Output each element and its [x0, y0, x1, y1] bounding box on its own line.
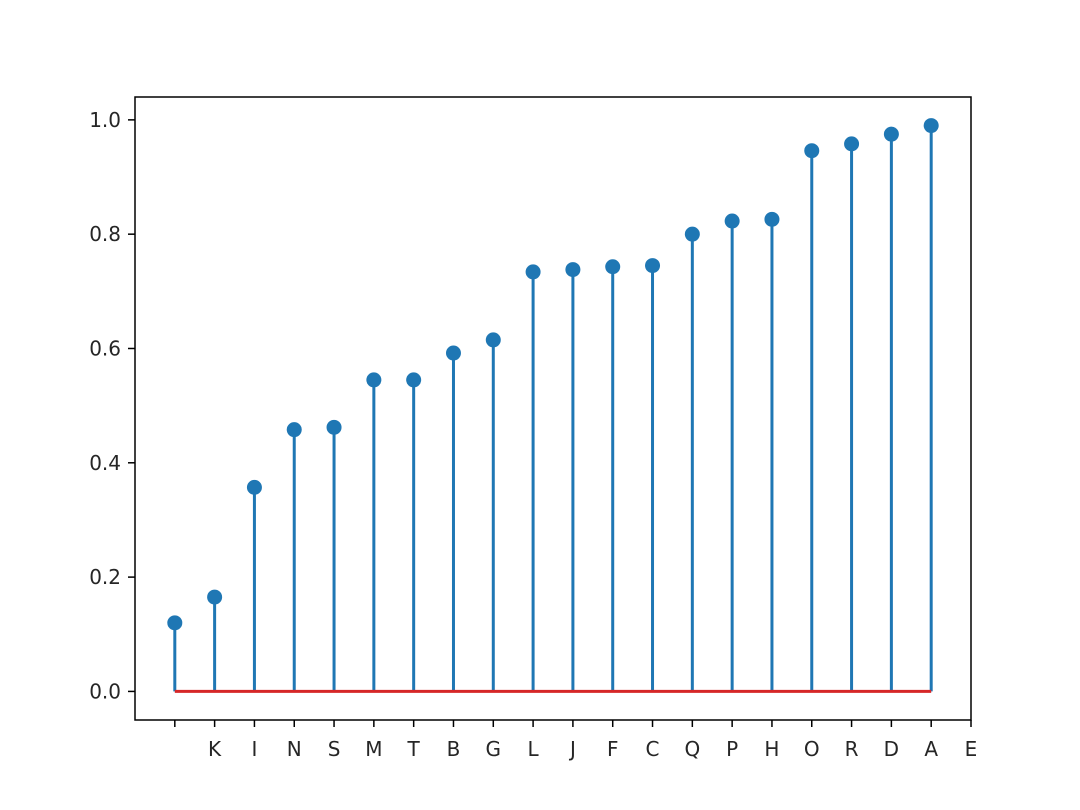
stem-marker	[366, 372, 382, 388]
stem-marker	[525, 264, 541, 280]
stem-marker	[684, 226, 700, 242]
stem-marker	[883, 126, 899, 142]
stem-marker	[445, 345, 461, 361]
stem-marker	[844, 136, 860, 152]
x-tick-label: Q	[684, 737, 700, 761]
stem-marker	[326, 419, 342, 435]
stem-marker	[207, 589, 223, 605]
stem-marker	[485, 332, 501, 348]
stem-marker	[804, 143, 820, 159]
x-tick-label: R	[845, 737, 859, 761]
stem-marker	[246, 479, 262, 495]
x-tick-label: D	[884, 737, 899, 761]
y-tick-label: 1.0	[89, 108, 121, 132]
x-tick-label: L	[528, 737, 540, 761]
x-tick-label: H	[764, 737, 779, 761]
x-tick-label: O	[804, 737, 820, 761]
stem-marker	[406, 372, 422, 388]
stem-marker	[724, 213, 740, 229]
x-tick-label: S	[328, 737, 341, 761]
x-tick-label: E	[965, 737, 978, 761]
x-tick-label: N	[287, 737, 302, 761]
stem-marker	[565, 262, 581, 278]
stem-marker	[645, 258, 661, 274]
x-tick-label: M	[365, 737, 382, 761]
stem-markers	[167, 118, 939, 631]
x-tick-label: A	[924, 737, 938, 761]
stem-marker	[605, 259, 621, 275]
x-tick-label: G	[486, 737, 502, 761]
x-tick-label: C	[646, 737, 660, 761]
stem-marker	[286, 422, 302, 438]
y-tick-label: 0.6	[89, 336, 121, 360]
x-tick-label: K	[208, 737, 222, 761]
y-tick-label: 0.4	[89, 451, 121, 475]
y-tick-label: 0.8	[89, 222, 121, 246]
plot-frame	[134, 96, 972, 721]
stem-marker	[764, 211, 780, 227]
y-tick-label: 0.2	[89, 565, 121, 589]
x-tick-label: P	[726, 737, 738, 761]
stem-marker	[923, 118, 939, 134]
stem-lines	[173, 125, 933, 692]
x-tick-label: I	[251, 737, 257, 761]
x-tick-label: F	[607, 737, 619, 761]
x-tick-label: J	[568, 737, 576, 761]
x-tick-label: T	[407, 737, 421, 761]
x-tick-label: B	[447, 737, 461, 761]
stem-marker	[167, 615, 183, 631]
y-axis-ticks: 0.0 0.2 0.4 0.6 0.8 1.0	[89, 108, 135, 703]
y-tick-label: 0.0	[89, 679, 121, 703]
